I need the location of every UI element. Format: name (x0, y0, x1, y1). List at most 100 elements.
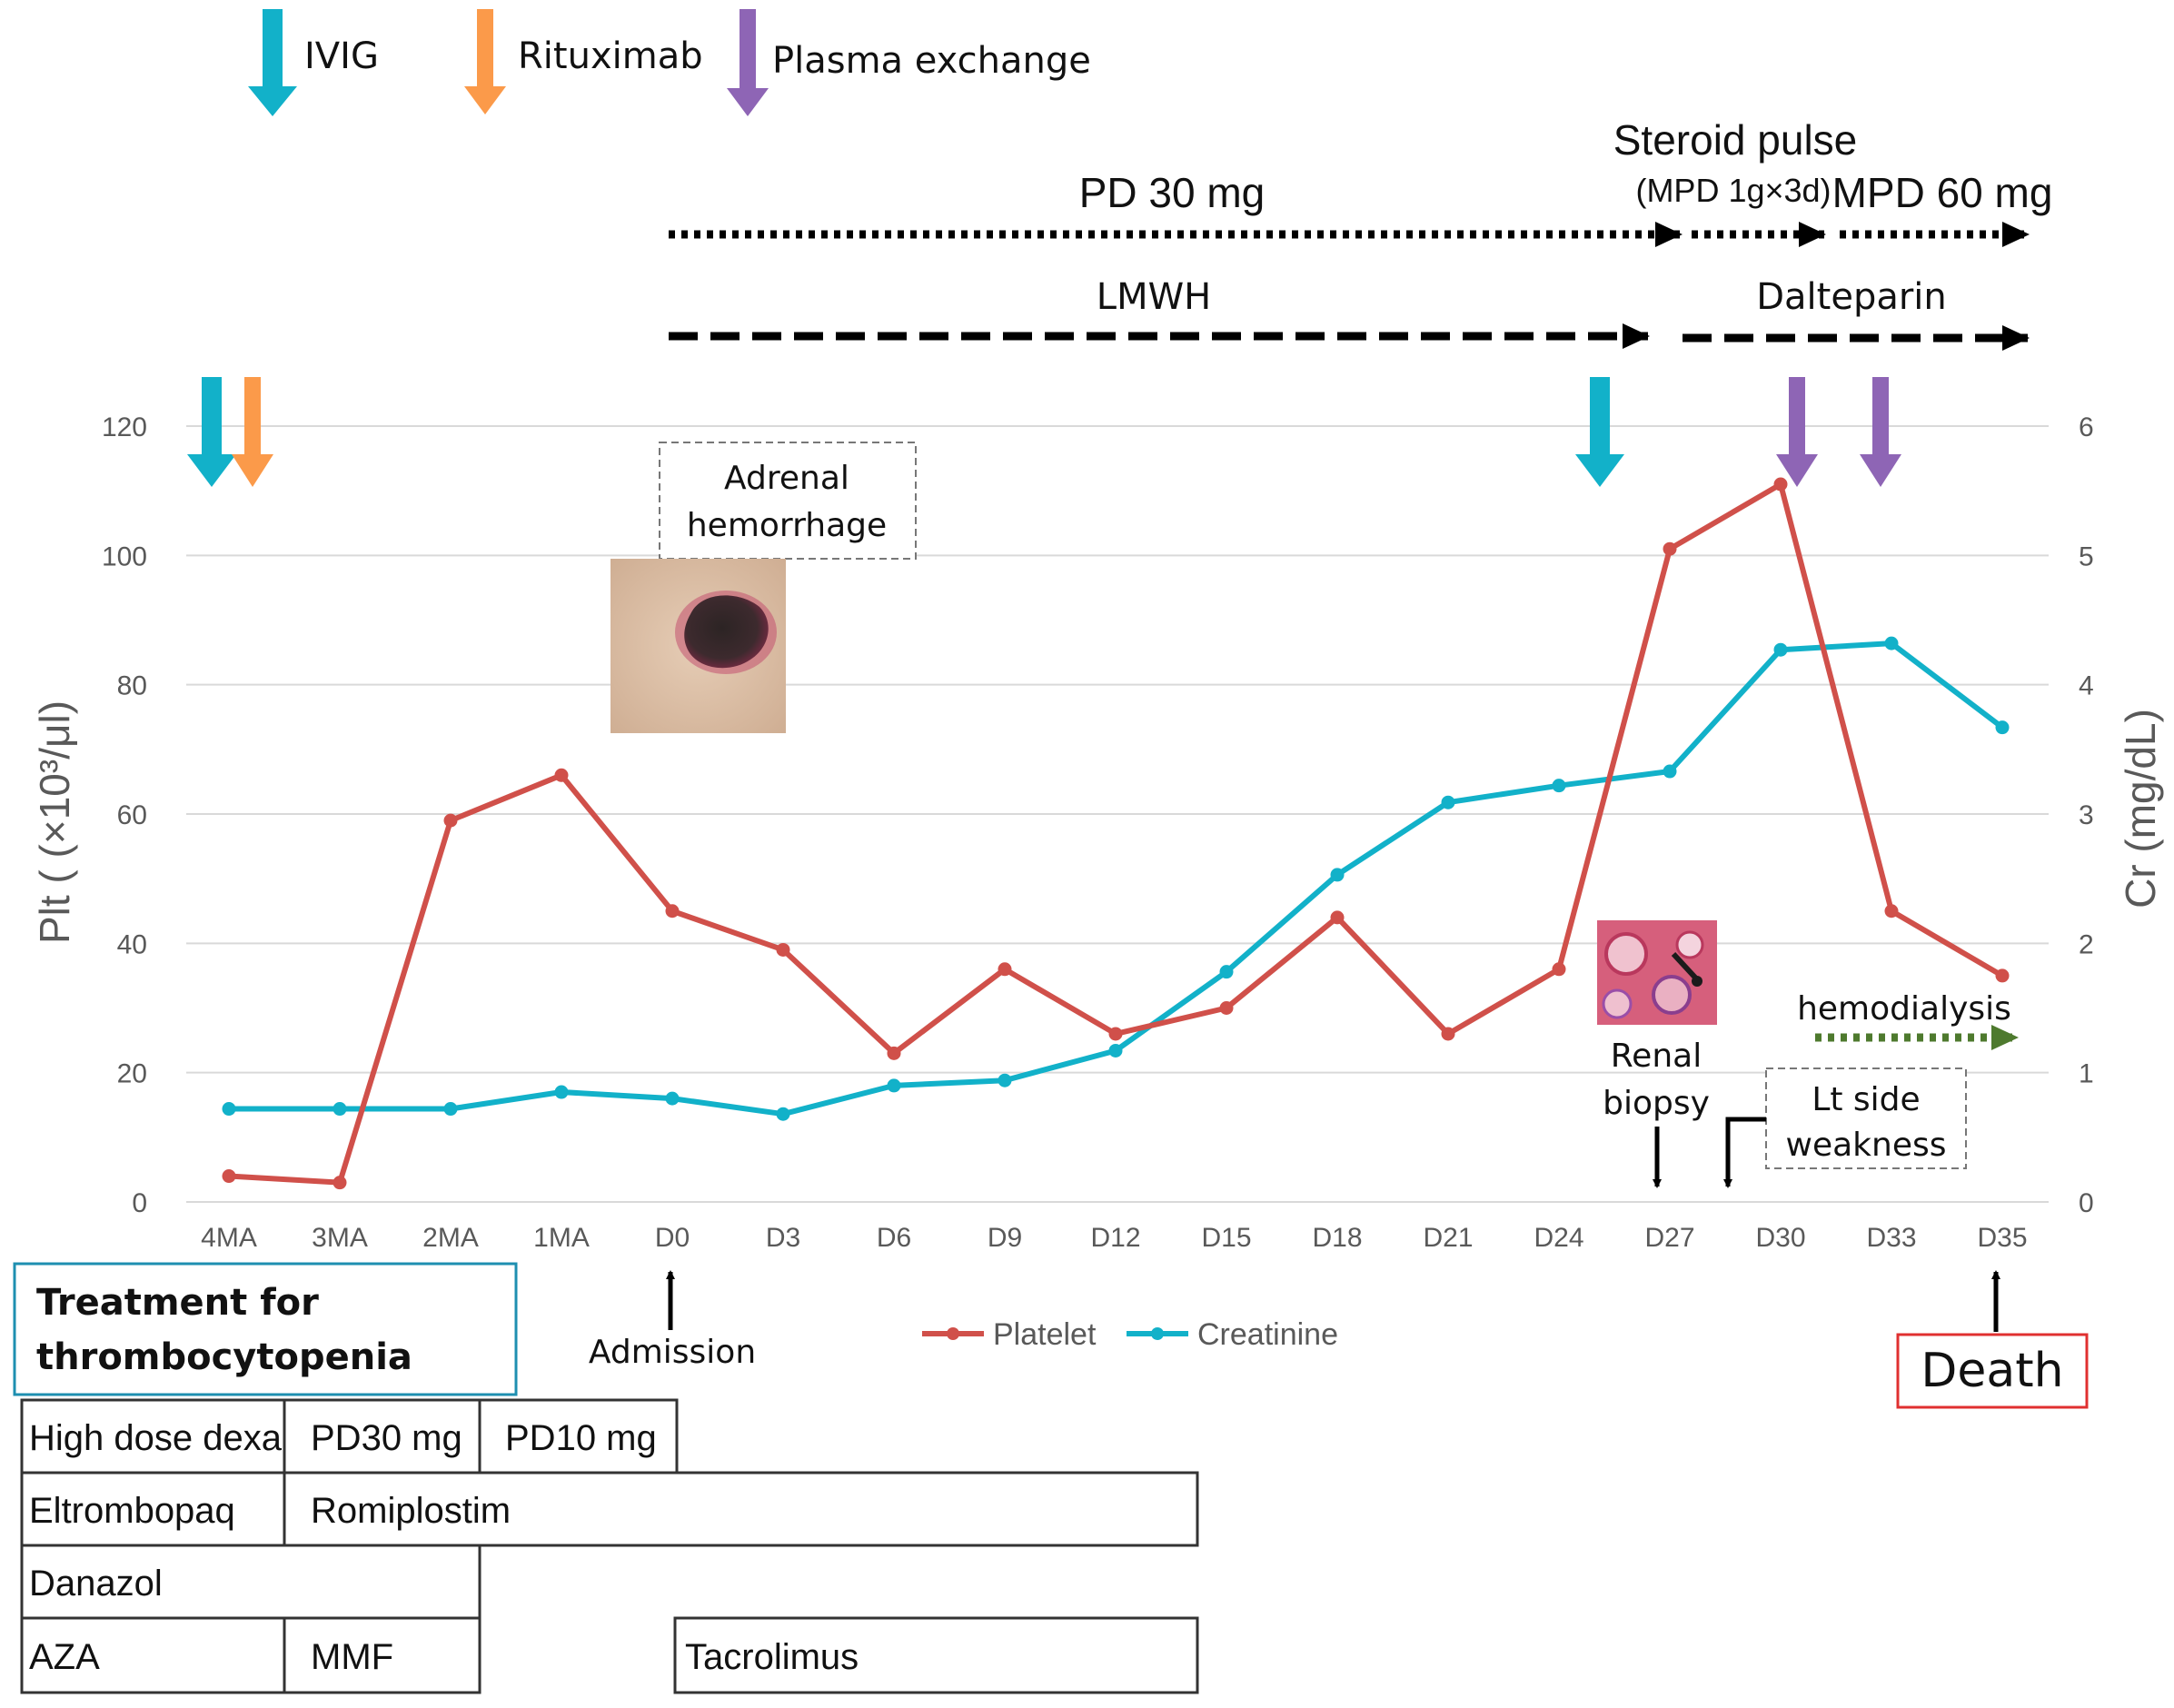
adrenal-box (659, 442, 917, 560)
y-left-tick-label: 40 (117, 929, 147, 959)
dalteparin-label: Dalteparin (1756, 276, 1947, 318)
lt-line1: Lt side (1812, 1081, 1920, 1118)
creatinine-point (998, 1073, 1012, 1087)
creatinine-point (1884, 636, 1899, 650)
platelet-point (1441, 1027, 1455, 1041)
y-left-tick-label: 120 (102, 412, 147, 442)
admission-annotation: Admission (589, 1270, 756, 1371)
lt-side-arrow (1723, 1117, 1766, 1188)
y-right-tick-label: 0 (2079, 1188, 2094, 1218)
cell-romiplostim (283, 1471, 1199, 1547)
creatinine-legend-marker (1151, 1327, 1164, 1340)
high-dose-dexa-label: High dose dexa (29, 1418, 283, 1458)
creatinine-point (887, 1078, 901, 1093)
platelet-point (1884, 904, 1899, 919)
admission-label: Admission (589, 1334, 756, 1371)
y-right-tick-label: 6 (2079, 412, 2094, 442)
x-tick-label: D15 (1201, 1223, 1251, 1253)
platelet-point (333, 1176, 347, 1190)
gridlines (186, 425, 2049, 1203)
x-tick-label: D33 (1866, 1223, 1916, 1253)
rituximab-legend-label: Rituximab (518, 35, 703, 77)
creatinine-point (443, 1102, 458, 1117)
platelet-point (443, 813, 458, 828)
treatment-title-box (13, 1262, 518, 1396)
platelet-point (1330, 910, 1345, 925)
creatinine-point (665, 1091, 680, 1106)
platelet-point (222, 1169, 236, 1184)
treatment-grid (20, 1398, 1199, 1694)
platelet-legend-marker (947, 1327, 959, 1340)
y-left-tick-label: 100 (102, 541, 147, 571)
left-axis-label: Plt ( (×10³/μl) (31, 700, 78, 944)
platelet-point (1108, 1027, 1123, 1041)
creatinine-point (776, 1107, 790, 1121)
treatment-title-line2: thrombocytopenia (36, 1336, 412, 1378)
creatinine-point (1330, 868, 1345, 882)
creatinine-point (554, 1085, 569, 1099)
chart-legend: Platelet Creatinine (922, 1317, 1338, 1352)
adrenal-hemorrhage-annotation: Adrenal hemorrhage (611, 442, 917, 733)
steroid-pulse-label: Steroid pulse (1613, 116, 1858, 164)
platelet-point (1219, 1001, 1234, 1015)
creatinine-point (333, 1102, 347, 1117)
lt-side-box (1765, 1068, 1967, 1169)
plasma-arrow-d30 (1776, 377, 1818, 487)
x-tick-label: 4MA (201, 1223, 257, 1253)
creatinine-series (222, 636, 2010, 1121)
ivig-legend-label: IVIG (304, 35, 379, 77)
x-tick-label: D3 (766, 1223, 800, 1253)
left-axis-ticks: 0 20 40 60 80 100 120 (102, 412, 147, 1218)
platelet-point (1552, 962, 1566, 977)
x-tick-label: 2MA (422, 1223, 479, 1253)
pd30-label: PD 30 mg (1079, 169, 1266, 216)
y-left-tick-label: 20 (117, 1059, 147, 1089)
creatinine-point (1219, 965, 1234, 979)
right-axis-ticks: 0 1 2 3 4 5 6 (2079, 412, 2094, 1218)
event-arrows (187, 377, 1901, 487)
skin-lesion-photo (611, 559, 786, 733)
creatinine-legend-label: Creatinine (1197, 1317, 1338, 1352)
x-tick-label: D18 (1312, 1223, 1362, 1253)
x-tick-label: D0 (655, 1223, 690, 1253)
y-right-tick-label: 5 (2079, 541, 2094, 571)
creatinine-line (229, 640, 2004, 1117)
creatinine-point (1552, 779, 1566, 793)
creatinine-point (1995, 720, 2010, 735)
creatinine-point (1441, 795, 1455, 809)
platelet-point (776, 942, 790, 957)
hemodialysis-annotation: hemodialysis (1797, 990, 2019, 1050)
cell-tacrolimus (673, 1616, 1199, 1694)
x-tick-label: D30 (1755, 1223, 1805, 1253)
aza-label: AZA (29, 1637, 100, 1677)
renal-line1: Renal (1611, 1038, 1702, 1075)
platelet-point (998, 962, 1012, 977)
adrenal-line1: Adrenal (724, 460, 849, 497)
renal-biopsy-photo (1597, 920, 1717, 1025)
hemodialysis-label: hemodialysis (1797, 990, 2011, 1028)
lt-side-weakness-annotation: Lt side weakness (1723, 1068, 1967, 1188)
right-axis-label: Cr (mg/dL) (2117, 709, 2164, 909)
plasma-arrow-d32 (1860, 377, 1901, 487)
creatinine-point (222, 1102, 236, 1117)
adrenal-line2: hemorrhage (687, 507, 887, 544)
pd30-table-label: PD30 mg (311, 1418, 462, 1458)
death-label: Death (1921, 1344, 2063, 1398)
x-tick-label: D6 (877, 1223, 911, 1253)
rituximab-legend-arrow (464, 9, 506, 114)
therapy-timelines: PD 30 mg Steroid pulse (MPD 1g×3d) MPD 6… (669, 116, 2053, 351)
y-right-tick-label: 1 (2079, 1059, 2094, 1089)
treatment-title-line1: Treatment for (36, 1282, 319, 1324)
platelet-point (1995, 968, 2010, 983)
lt-line2: weakness (1786, 1127, 1947, 1164)
renal-biopsy-annotation: Renal biopsy (1597, 920, 1717, 1188)
romiplostim-label: Romiplostim (311, 1491, 511, 1531)
mmf-label: MMF (311, 1637, 393, 1677)
mpd60-label: MPD 60 mg (1832, 169, 2053, 216)
platelet-point (665, 904, 680, 919)
renal-line2: biopsy (1603, 1085, 1710, 1122)
ivig-arrow-4ma (187, 377, 236, 487)
treatment-table: Treatment for thrombocytopenia High dose… (13, 1262, 1199, 1694)
y-right-tick-label: 4 (2079, 671, 2094, 701)
y-left-tick-label: 80 (117, 671, 147, 701)
